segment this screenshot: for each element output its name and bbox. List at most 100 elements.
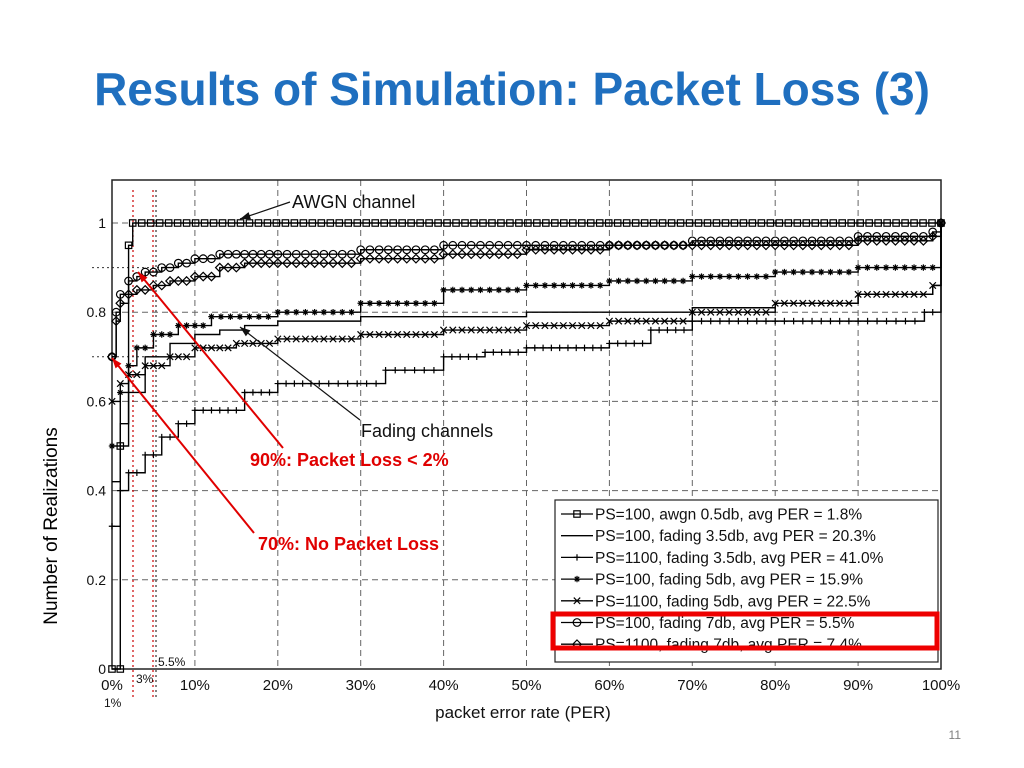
legend-label: PS=100, fading 3.5db, avg PER = 20.3% xyxy=(595,528,876,545)
data-point xyxy=(910,290,918,298)
data-point xyxy=(556,344,563,352)
data-point xyxy=(524,219,532,227)
data-point xyxy=(140,284,151,295)
data-point xyxy=(456,249,468,260)
legend-label: PS=100, awgn 0.5db, avg PER = 1.8% xyxy=(595,507,862,524)
data-point xyxy=(198,254,208,264)
data-point xyxy=(248,249,258,259)
data-point xyxy=(131,284,142,295)
data-point xyxy=(829,219,838,227)
y-tick-label: 0.4 xyxy=(87,483,107,499)
data-point xyxy=(845,299,853,307)
data-point xyxy=(549,244,560,255)
data-point xyxy=(550,321,558,330)
data-point xyxy=(495,326,503,334)
data-point xyxy=(753,317,760,325)
data-point xyxy=(506,349,514,356)
page-number: 11 xyxy=(948,728,961,742)
data-point xyxy=(834,240,845,251)
data-point xyxy=(503,240,513,250)
data-point xyxy=(808,299,816,307)
data-point xyxy=(281,219,290,227)
data-point xyxy=(883,219,891,227)
data-point xyxy=(614,317,623,325)
data-point xyxy=(615,277,622,285)
data-point xyxy=(216,407,223,414)
data-point xyxy=(236,219,245,227)
data-point xyxy=(191,322,199,329)
data-point xyxy=(476,240,485,250)
data-point xyxy=(572,618,582,627)
data-point xyxy=(597,344,605,352)
data-point xyxy=(784,219,793,227)
data-point xyxy=(440,353,447,360)
data-point xyxy=(539,244,550,255)
data-point xyxy=(231,262,242,273)
data-point xyxy=(302,309,309,316)
data-point xyxy=(862,235,873,246)
data-point xyxy=(578,282,585,289)
data-point xyxy=(199,322,207,329)
data-point xyxy=(348,309,355,316)
reference-lines-layer xyxy=(92,190,160,700)
data-point xyxy=(485,240,495,250)
x-tick-label: 30% xyxy=(346,677,376,694)
data-point xyxy=(929,309,936,316)
data-point xyxy=(430,366,438,374)
data-point xyxy=(676,219,685,227)
awgn-arrow-head xyxy=(240,212,251,220)
legend-entry-3: PS=1100, fading 3.5db, avg PER = 41.0% xyxy=(561,550,884,567)
data-point xyxy=(548,344,555,352)
data-point xyxy=(200,219,209,227)
data-point xyxy=(661,277,668,285)
data-point xyxy=(182,353,191,361)
data-point xyxy=(274,309,281,316)
no-packet-loss-70-annotation: 70%: No Packet Loss xyxy=(258,534,439,554)
data-point xyxy=(175,420,182,427)
data-point xyxy=(440,286,447,294)
data-point xyxy=(909,235,920,246)
data-point xyxy=(793,219,802,227)
data-point xyxy=(854,264,862,271)
data-point xyxy=(456,353,464,360)
data-point xyxy=(827,268,834,276)
series-5 xyxy=(108,219,945,406)
data-point xyxy=(624,317,632,325)
data-point xyxy=(780,299,789,307)
data-point xyxy=(640,219,649,227)
data-point xyxy=(714,240,725,251)
data-point xyxy=(595,244,606,255)
data-point xyxy=(283,335,291,343)
data-point xyxy=(227,219,236,227)
data-point xyxy=(125,469,132,476)
data-point xyxy=(401,253,412,264)
data-point xyxy=(403,330,411,339)
x-tick-label: 10% xyxy=(180,677,210,694)
data-point xyxy=(799,299,807,307)
data-point xyxy=(484,249,495,260)
data-point xyxy=(208,313,215,320)
data-point xyxy=(622,240,633,251)
data-point xyxy=(490,349,497,356)
data-point xyxy=(504,286,512,294)
data-point xyxy=(515,349,522,356)
data-point xyxy=(383,253,394,264)
data-point xyxy=(865,219,873,227)
data-point xyxy=(216,344,224,352)
data-point xyxy=(770,240,781,251)
data-point xyxy=(173,258,183,268)
data-point xyxy=(678,240,689,251)
data-point xyxy=(457,240,467,250)
data-point xyxy=(149,267,158,277)
data-point xyxy=(864,264,871,271)
data-point xyxy=(338,335,346,343)
data-point xyxy=(808,268,816,276)
data-point xyxy=(744,317,751,325)
data-point xyxy=(659,240,670,251)
data-point xyxy=(712,219,721,227)
data-point xyxy=(512,240,522,250)
data-point xyxy=(569,282,576,289)
series-layer xyxy=(106,217,947,673)
fading-channels-label: Fading channels xyxy=(361,421,493,441)
data-point xyxy=(716,273,724,280)
